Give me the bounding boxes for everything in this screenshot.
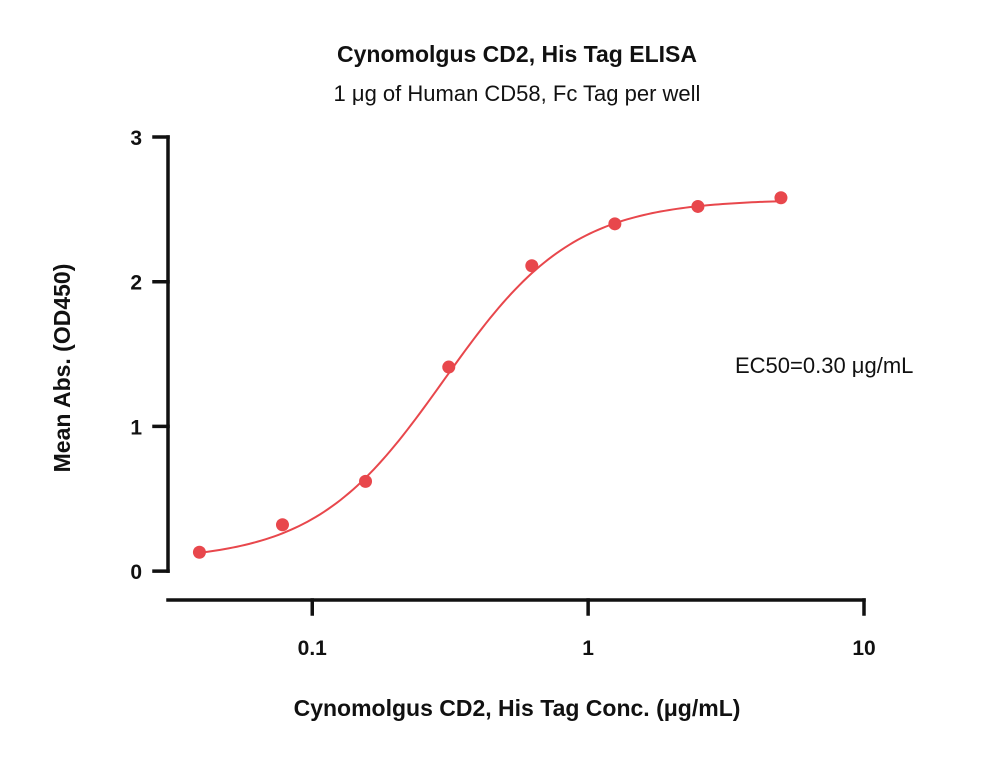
data-point — [525, 259, 539, 273]
y-axis-label: Mean Abs. (OD450) — [49, 264, 75, 473]
fit-curve-layer — [199, 200, 781, 554]
x-tick-label: 1 — [582, 637, 594, 660]
data-point — [192, 545, 206, 559]
fit-curve — [199, 200, 781, 554]
data-points — [192, 191, 788, 559]
y-tick-label: 3 — [130, 127, 142, 150]
x-tick-label: 0.1 — [298, 637, 328, 660]
x-tick-label: 10 — [852, 637, 875, 660]
y-tick-label: 0 — [130, 561, 142, 584]
data-point — [442, 360, 456, 374]
chart-title: Cynomolgus CD2, His Tag ELISA — [337, 41, 697, 67]
ec50-annotation: EC50=0.30 μg/mL — [735, 353, 913, 378]
chart-subtitle: 1 μg of Human CD58, Fc Tag per well — [334, 81, 701, 106]
data-point — [774, 191, 788, 205]
y-tick-label: 1 — [130, 416, 142, 439]
x-axis-label: Cynomolgus CD2, His Tag Conc. (μg/mL) — [294, 695, 741, 721]
data-point — [691, 199, 705, 213]
y-tick-label: 2 — [130, 272, 142, 295]
axes: 0 1 2 3 0.1 1 10 — [130, 127, 875, 660]
data-point — [608, 217, 622, 231]
data-point — [359, 474, 373, 488]
data-point — [275, 518, 289, 532]
